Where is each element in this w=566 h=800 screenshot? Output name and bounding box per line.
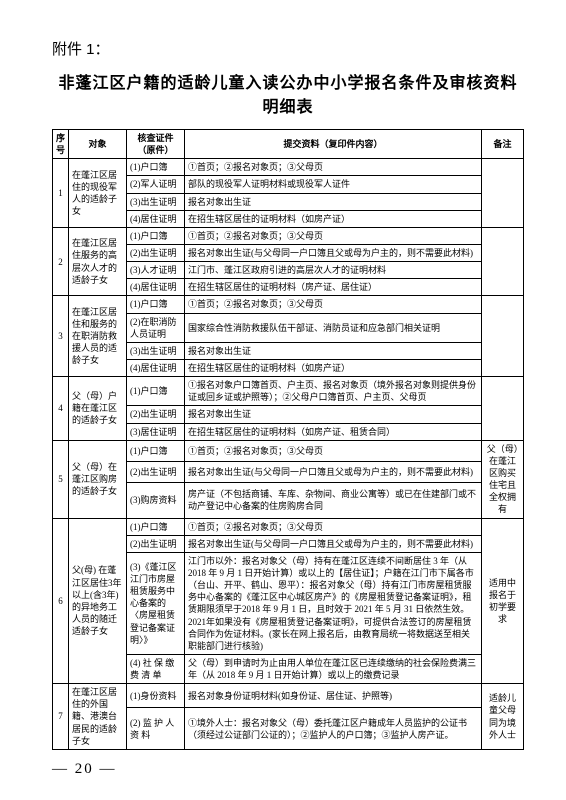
cell-object: 父(母) 在蓬江区居住3年以上(含3年)的异地务工人员的随迁适龄子女	[69, 518, 127, 684]
cell-index: 7	[53, 684, 69, 750]
cell-object: 在蓬江区居住和服务的在职消防救援人员的适龄子女	[69, 296, 127, 377]
th-sub: 提交资料（复印件内容）	[185, 130, 482, 159]
cell-doc: (1)户口簿	[127, 159, 185, 176]
cell-submission: 部队的现役军人证明材料或现役军人证件	[185, 176, 482, 193]
cell-submission: ①首页；②报名对象页；③父母页	[185, 296, 482, 313]
cell-submission: 报名对象出生证	[185, 342, 482, 359]
cell-submission: 在招生辖区居住的证明材料（房产证、居住证）	[185, 279, 482, 296]
cell-doc: (2)出生证明	[127, 406, 185, 423]
cell-doc: (4) 社 保 缴 费 清 单	[127, 654, 185, 683]
cell-note	[482, 227, 524, 296]
cell-submission: ①首页；②报名对象页；③父母页	[185, 159, 482, 176]
cell-object: 父（母）户籍在蓬江区的适龄子女	[69, 377, 127, 441]
th-idx: 序号	[53, 130, 69, 159]
cell-doc: (3)出生证明	[127, 193, 185, 210]
cell-submission: 在招生辖区居住的证明材料（如房产证）	[185, 210, 482, 227]
cell-submission: 报名对象出生证	[185, 193, 482, 210]
cell-doc: (1)户口簿	[127, 377, 185, 406]
cell-submission: 江门市以外：报名对象父（母）持有在蓬江区连续不间断居住 3 年（从 2018 年…	[185, 552, 482, 654]
page-number: — 20 —	[52, 761, 117, 778]
cell-index: 5	[53, 440, 69, 518]
cell-index: 1	[53, 159, 69, 228]
cell-object: 在蓬江区居住服务的高层次人才的适龄子女	[69, 227, 127, 296]
cell-submission: ①首页；②报名对象页；③父母页	[185, 518, 482, 535]
cell-doc: (3)人才证明	[127, 262, 185, 279]
cell-object: 在蓬江区居住的外国籍、港澳台居民的适龄子女	[69, 684, 127, 750]
table-row: 1在蓬江区居住的现役军人的适龄子女(1)户口簿①首页；②报名对象页；③父母页	[53, 159, 524, 176]
cell-doc: (2)出生证明	[127, 244, 185, 261]
cell-submission: 报名对象出生证(与父母同一户口簿且父或母为户主的，则不需要此材料)	[185, 461, 482, 482]
cell-index: 3	[53, 296, 69, 377]
cell-submission: 在招生辖区居住的证明材料（如房产证）	[185, 359, 482, 376]
cell-note	[482, 296, 524, 377]
cell-submission: 报名对象出生证(与父母同一户口簿且父或母为户主的，则不需要此材料)	[185, 535, 482, 552]
cell-submission: 国家综合性消防救援队伍干部证、消防员证和应急部门相关证明	[185, 313, 482, 342]
cell-index: 2	[53, 227, 69, 296]
cell-note: 父（母）在蓬江区购买住宅且全权拥有	[482, 440, 524, 518]
cell-submission: ①报名对象户口簿首页、户主页、报名对象页（境外报名对象则提供身份证或回乡证或护照…	[185, 377, 482, 406]
th-note: 备注	[482, 130, 524, 159]
requirements-table: 序号 对象 核查证件（原件） 提交资料（复印件内容） 备注 1在蓬江区居住的现役…	[52, 129, 524, 750]
cell-doc: (1)身份资料	[127, 684, 185, 708]
cell-doc: (2)出生证明	[127, 461, 185, 482]
attachment-label: 附件 1：	[52, 38, 524, 59]
table-row: 7在蓬江区居住的外国籍、港澳台居民的适龄子女(1)身份资料报名对象身份证明材料(…	[53, 684, 524, 708]
cell-submission: ①境外人士：报名对象父（母）委托蓬江区户籍成年人员监护的公证书（须经过公证部门公…	[185, 708, 482, 749]
cell-object: 在蓬江区居住的现役军人的适龄子女	[69, 159, 127, 228]
cell-doc: (4)居住证明	[127, 210, 185, 227]
cell-submission: ①首页；②报名对象页；③父母页	[185, 227, 482, 244]
table-header-row: 序号 对象 核查证件（原件） 提交资料（复印件内容） 备注	[53, 130, 524, 159]
cell-submission: 房产证（不包括商铺、车库、杂物间、商业公寓等）或已在住建部门或不动产登记中心备案…	[185, 482, 482, 518]
cell-submission: 江门市、蓬江区政府引进的高层次人才的证明材料	[185, 262, 482, 279]
table-row: 4父（母）户籍在蓬江区的适龄子女(1)户口簿①报名对象户口簿首页、户主页、报名对…	[53, 377, 524, 406]
cell-submission: 在招生辖区居住的证明材料（如房产证、租赁合同）	[185, 423, 482, 440]
table-row: 6父(母) 在蓬江区居住3年以上(含3年)的异地务工人员的随迁适龄子女(1)户口…	[53, 518, 524, 535]
cell-submission: ①首页；②报名对象页；③父母页	[185, 440, 482, 461]
document-page: 附件 1： 非蓬江区户籍的适龄儿童入读公办中小学报名条件及审核资料明细表 序号 …	[0, 0, 566, 800]
cell-doc: (2) 监 护 人 资 料	[127, 708, 185, 749]
cell-doc: (2)军人证明	[127, 176, 185, 193]
cell-index: 6	[53, 518, 69, 684]
table-row: 2在蓬江区居住服务的高层次人才的适龄子女(1)户口簿①首页；②报名对象页；③父母…	[53, 227, 524, 244]
cell-submission: 报名对象出生证(与父母同一户口簿且父或母为户主的，则不需要此材料)	[185, 244, 482, 261]
cell-doc: (3)出生证明	[127, 342, 185, 359]
cell-submission: 父（母）到申请时为止由用人单位在蓬江区已连续缴纳的社会保险费满三年（从 2018…	[185, 654, 482, 683]
cell-note: 适龄儿童父母同为境外人士	[482, 684, 524, 750]
cell-doc: (2)在职消防人员证明	[127, 313, 185, 342]
table-row: 3在蓬江区居住和服务的在职消防救援人员的适龄子女(1)户口簿①首页；②报名对象页…	[53, 296, 524, 313]
cell-doc: (1)户口簿	[127, 227, 185, 244]
cell-note	[482, 377, 524, 441]
cell-doc: (4)居住证明	[127, 279, 185, 296]
th-obj: 对象	[69, 130, 127, 159]
cell-note: 适用中报名于初学要求	[482, 518, 524, 684]
cell-doc: (3)居住证明	[127, 423, 185, 440]
cell-index: 4	[53, 377, 69, 441]
cell-doc: (1)户口簿	[127, 440, 185, 461]
cell-doc: (1)户口簿	[127, 296, 185, 313]
cell-submission: 报名对象身份证明材料(如身份证、居住证、护照等)	[185, 684, 482, 708]
cell-doc: (4)居住证明	[127, 359, 185, 376]
th-doc: 核查证件（原件）	[127, 130, 185, 159]
table-row: 5父（母）在蓬江区购房的适龄子女(1)户口簿①首页；②报名对象页；③父母页父（母…	[53, 440, 524, 461]
cell-doc: (3)《蓬江区江门市房屋租赁服务中心备案的〈房屋租赁登记备案证明〉》	[127, 552, 185, 654]
cell-object: 父（母）在蓬江区购房的适龄子女	[69, 440, 127, 518]
cell-submission: 报名对象出生证	[185, 406, 482, 423]
page-title: 非蓬江区户籍的适龄儿童入读公办中小学报名条件及审核资料明细表	[52, 69, 524, 117]
cell-doc: (3)购房资料	[127, 482, 185, 518]
cell-note	[482, 159, 524, 228]
cell-doc: (1)户口簿	[127, 518, 185, 535]
cell-doc: (2)出生证明	[127, 535, 185, 552]
